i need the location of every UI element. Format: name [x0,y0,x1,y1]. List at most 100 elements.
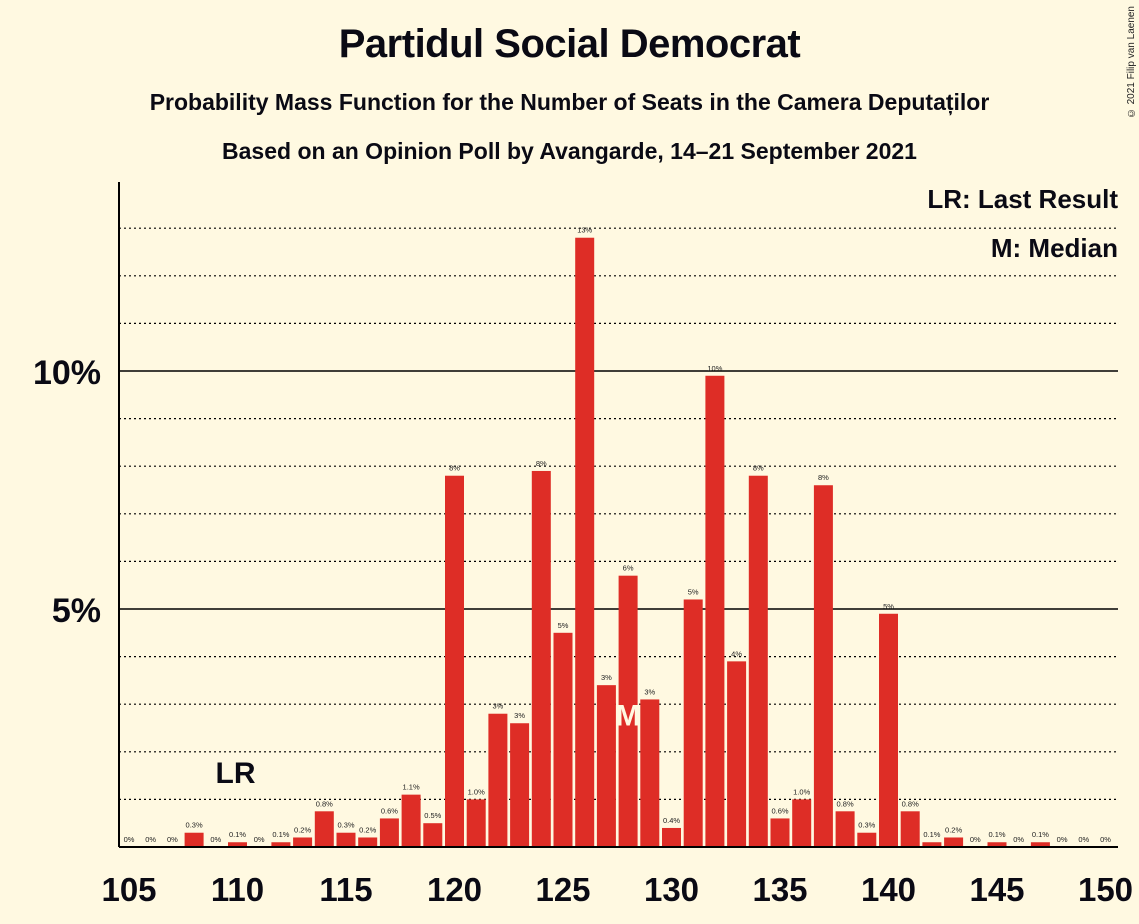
bar-value-label: 0% [1057,835,1068,844]
y-tick-label: 10% [33,354,101,392]
bar-value-label: 1.1% [403,783,420,792]
bar [531,470,551,847]
bar-value-label: 0% [254,835,265,844]
bar-value-label: 0.8% [837,799,854,808]
legend-last-result: LR: Last Result [927,184,1118,214]
bar-value-label: 0% [167,835,178,844]
x-tick-label: 130 [644,871,699,908]
bar [748,475,768,847]
bar [835,811,855,847]
bar [618,575,638,847]
bar-value-label: 0.2% [945,825,962,834]
bar [401,794,421,847]
bar-value-label: 5% [883,602,894,611]
bar-value-label: 3% [644,687,655,696]
bar-value-label: 1.0% [793,787,810,796]
bar [987,842,1007,847]
x-tick-label: 120 [427,871,482,908]
bar-value-label: 0.2% [294,825,311,834]
bar-value-label: 0.1% [229,830,246,839]
bar [510,723,530,847]
bar [922,842,942,847]
bar-value-label: 0.1% [923,830,940,839]
bar-value-label: 3% [514,711,525,720]
bar-value-label: 0% [124,835,135,844]
bar-value-label: 8% [449,464,460,473]
bar [813,485,833,847]
x-tick-label: 140 [861,871,916,908]
bar-value-label: 0.3% [858,821,875,830]
bar [228,842,247,847]
bar [336,832,356,847]
bar [683,599,703,847]
bar [293,837,313,847]
chart-title: Partidul Social Democrat [338,22,801,66]
bar [445,475,464,847]
chart-subtitle: Probability Mass Function for the Number… [149,89,990,115]
bar-value-label: 0.1% [1032,830,1049,839]
bar-value-label: 0.4% [663,816,680,825]
bar-value-label: 0% [210,835,221,844]
bar-value-label: 8% [536,459,547,468]
bar-value-label: 0% [970,835,981,844]
bar [640,699,660,847]
last-result-marker: LR [216,757,256,790]
bar [879,613,898,847]
bar-value-label: 5% [688,587,699,596]
x-tick-label: 105 [101,871,156,908]
bar-value-label: 13% [577,226,592,235]
bar [727,661,747,847]
legend-median: M: Median [990,233,1118,263]
median-marker: M [616,700,641,733]
bar-value-label: 0.8% [316,799,333,808]
bar-value-label: 8% [753,464,764,473]
x-tick-label: 145 [969,871,1024,908]
bar-value-label: 4% [731,649,742,658]
bar-value-label: 5% [558,621,569,630]
bar [705,375,725,847]
x-tick-label: 110 [211,871,264,908]
bar [358,837,378,847]
bar [770,818,790,847]
bar-value-label: 6% [623,564,634,573]
bar-value-label: 3% [492,702,503,711]
x-tick-label: 135 [752,871,807,908]
bar-value-label: 0.8% [902,799,919,808]
bar-value-label: 0.2% [359,825,376,834]
bar [596,685,616,847]
bar [857,832,877,847]
bar [466,799,486,847]
bar-value-label: 0% [1013,835,1024,844]
x-tick-label: 150 [1078,871,1133,908]
bar [1030,842,1050,847]
x-tick-label: 125 [535,871,590,908]
bar-value-label: 0.6% [771,806,788,815]
bar [184,832,204,847]
bar-value-label: 1.0% [468,787,485,796]
bar [575,237,595,848]
chart-source-line: Based on an Opinion Poll by Avangarde, 1… [222,138,917,164]
bar-value-label: 10% [707,364,722,373]
x-tick-label: 115 [319,871,372,908]
bar [792,799,812,847]
bar-value-label: 0.3% [337,821,354,830]
bar [944,837,964,847]
bar-value-label: 0.1% [272,830,289,839]
bar-value-label: 8% [818,473,829,482]
bar [488,713,508,847]
bar [553,632,573,847]
bar-value-label: 0% [1100,835,1111,844]
bar-value-label: 0.6% [381,806,398,815]
bar-value-label: 0.1% [988,830,1005,839]
bar-value-label: 3% [601,673,612,682]
bar [271,842,291,847]
bar [900,811,920,847]
bar-value-label: 0% [1078,835,1089,844]
bar [379,818,399,847]
bar [423,823,443,847]
bar-value-label: 0% [145,835,156,844]
bar [662,827,681,847]
bar-value-label: 0.5% [424,811,441,820]
bar [314,811,334,847]
